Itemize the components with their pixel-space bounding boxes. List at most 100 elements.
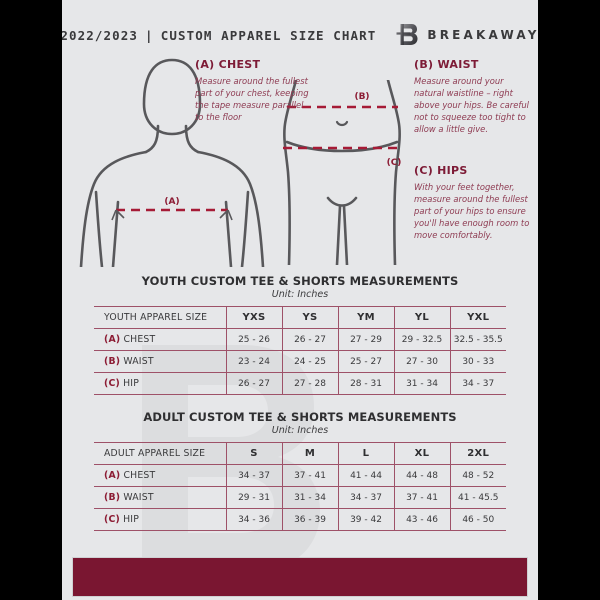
youth-size-col-3: YL: [393, 306, 451, 329]
adult-cell-0-4: 48 - 52: [449, 464, 506, 487]
adult-cell-2-4: 46 - 50: [449, 508, 506, 531]
adult-cell-2-1: 36 - 39: [281, 508, 339, 531]
header-separator: |: [145, 27, 154, 43]
adult-cell-0-3: 44 - 48: [393, 464, 451, 487]
youth-size-col-2: YM: [337, 306, 395, 329]
youth-cell-0-2: 27 - 29: [337, 328, 395, 351]
callout-waist-body: Measure around your natural waistline – …: [414, 76, 529, 134]
chest-marker-label: (A): [164, 197, 179, 207]
youth-cell-2-4: 34 - 37: [449, 372, 506, 395]
adult-size-col-4: 2XL: [449, 442, 506, 465]
adult-size-col-1: M: [281, 442, 339, 465]
adult-cell-1-1: 31 - 34: [281, 486, 339, 509]
callout-chest-heading: (A) CHEST: [195, 58, 261, 71]
adult-row-2-name: HIP: [123, 514, 140, 525]
adult-row-1-tag: (B): [104, 492, 121, 503]
page-title: CUSTOM APPAREL SIZE CHART: [160, 27, 377, 43]
adult-size-table-block: ADULT CUSTOM TEE & SHORTS MEASUREMENTS U…: [94, 410, 506, 531]
size-chart-page: 2022/2023 | CUSTOM APPAREL SIZE CHART BREA…: [62, 0, 538, 600]
adult-cell-0-2: 41 - 44: [337, 464, 395, 487]
youth-size-table-block: YOUTH CUSTOM TEE & SHORTS MEASUREMENTS U…: [94, 274, 506, 395]
adult-cell-0-0: 34 - 37: [225, 464, 283, 487]
adult-apparel-size-header: ADULT APPAREL SIZE: [94, 442, 227, 465]
adult-cell-1-2: 34 - 37: [337, 486, 395, 509]
brand-name: BREAKAWAY: [427, 28, 538, 42]
table-row: (A) CHEST 25 - 26 26 - 27 27 - 29 29 - 3…: [94, 328, 506, 351]
adult-size-col-3: XL: [393, 442, 451, 465]
youth-cell-2-2: 28 - 31: [337, 372, 395, 395]
callout-hips-body: With your feet together, measure around …: [414, 182, 530, 240]
youth-size-col-1: YS: [281, 306, 339, 329]
table-row: (A) CHEST 34 - 37 37 - 41 41 - 44 44 - 4…: [94, 464, 506, 487]
callout-chest: (A) CHEST Measure around the fullest par…: [195, 58, 313, 124]
adult-cell-2-3: 43 - 46: [393, 508, 451, 531]
youth-cell-1-2: 25 - 27: [337, 350, 395, 373]
chest-measure-line: [111, 208, 233, 221]
adult-cell-1-3: 37 - 41: [393, 486, 451, 509]
table-row: (C) HIP 26 - 27 27 - 28 28 - 31 31 - 34 …: [94, 372, 506, 395]
youth-cell-0-3: 29 - 32.5: [393, 328, 451, 351]
callout-waist: (B) WAIST Measure around your natural wa…: [414, 58, 530, 136]
page-header: 2022/2023 | CUSTOM APPAREL SIZE CHART BREA…: [62, 18, 538, 52]
table-header-row: YOUTH APPAREL SIZE YXS YS YM YL YXL: [94, 306, 506, 329]
adult-row-0-tag: (A): [104, 470, 121, 481]
youth-cell-2-3: 31 - 34: [393, 372, 451, 395]
header-year: 2022/2023: [62, 27, 139, 43]
adult-cell-1-0: 29 - 31: [225, 486, 283, 509]
adult-row-0-label: (A) CHEST: [94, 464, 227, 487]
callout-hips: (C) HIPS With your feet together, measur…: [414, 164, 530, 242]
hips-figure-illustration: (B) (C): [283, 80, 402, 265]
youth-row-1-name: WAIST: [123, 356, 154, 367]
adult-size-col-2: L: [337, 442, 395, 465]
callout-waist-heading: (B) WAIST: [414, 58, 479, 71]
callout-hips-heading: (C) HIPS: [414, 164, 468, 177]
youth-row-0-name: CHEST: [123, 334, 156, 345]
adult-size-table: ADULT APPAREL SIZE S M L XL 2XL (A) CHES…: [94, 442, 506, 531]
table-row: (C) HIP 34 - 36 36 - 39 39 - 42 43 - 46 …: [94, 508, 506, 531]
adult-size-col-0: S: [225, 442, 283, 465]
youth-cell-1-4: 30 - 33: [449, 350, 506, 373]
header-title-line: 2022/2023 | CUSTOM APPAREL SIZE CHART: [62, 28, 376, 43]
youth-row-2-tag: (C): [104, 378, 120, 389]
youth-row-0-label: (A) CHEST: [94, 328, 227, 351]
hip-marker-label: (C): [387, 158, 402, 168]
youth-apparel-size-header: YOUTH APPAREL SIZE: [94, 306, 227, 329]
youth-row-2-name: HIP: [123, 378, 140, 389]
youth-row-1-label: (B) WAIST: [94, 350, 227, 373]
youth-cell-2-1: 27 - 28: [281, 372, 339, 395]
adult-row-0-name: CHEST: [123, 470, 156, 481]
adult-row-2-label: (C) HIP: [94, 508, 227, 531]
youth-cell-0-1: 26 - 27: [281, 328, 339, 351]
youth-cell-0-0: 25 - 26: [225, 328, 283, 351]
youth-cell-2-0: 26 - 27: [225, 372, 283, 395]
youth-cell-1-0: 23 - 24: [225, 350, 283, 373]
adult-cell-1-4: 41 - 45.5: [449, 486, 506, 509]
youth-row-0-tag: (A): [104, 334, 121, 345]
youth-cell-1-1: 24 - 25: [281, 350, 339, 373]
youth-cell-0-4: 32.5 - 35.5: [449, 328, 506, 351]
measurement-diagram: (A) (B): [62, 52, 538, 267]
adult-row-2-tag: (C): [104, 514, 120, 525]
table-row: (B) WAIST 29 - 31 31 - 34 34 - 37 37 - 4…: [94, 486, 506, 509]
waist-marker-label: (B): [354, 92, 369, 102]
adult-row-1-name: WAIST: [123, 492, 154, 503]
table-row: (B) WAIST 23 - 24 24 - 25 25 - 27 27 - 3…: [94, 350, 506, 373]
adult-cell-2-0: 34 - 36: [225, 508, 283, 531]
youth-row-1-tag: (B): [104, 356, 121, 367]
footer-accent-bar: [72, 557, 528, 597]
callout-chest-body: Measure around the fullest part of your …: [195, 76, 309, 122]
youth-row-2-label: (C) HIP: [94, 372, 227, 395]
table-header-row: ADULT APPAREL SIZE S M L XL 2XL: [94, 442, 506, 465]
youth-table-title: YOUTH CUSTOM TEE & SHORTS MEASUREMENTS: [141, 274, 459, 288]
youth-table-unit: Unit: Inches: [271, 289, 329, 300]
adult-cell-0-1: 37 - 41: [281, 464, 339, 487]
youth-size-table: YOUTH APPAREL SIZE YXS YS YM YL YXL (A) …: [94, 306, 506, 395]
adult-cell-2-2: 39 - 42: [337, 508, 395, 531]
youth-size-col-4: YXL: [449, 306, 506, 329]
brand-lockup: BREAKAWAY: [396, 22, 538, 48]
youth-size-col-0: YXS: [225, 306, 283, 329]
adult-table-unit: Unit: Inches: [271, 425, 329, 436]
breakaway-b-logo-icon: [396, 24, 418, 45]
youth-cell-1-3: 27 - 30: [393, 350, 451, 373]
adult-table-title: ADULT CUSTOM TEE & SHORTS MEASUREMENTS: [143, 410, 457, 424]
